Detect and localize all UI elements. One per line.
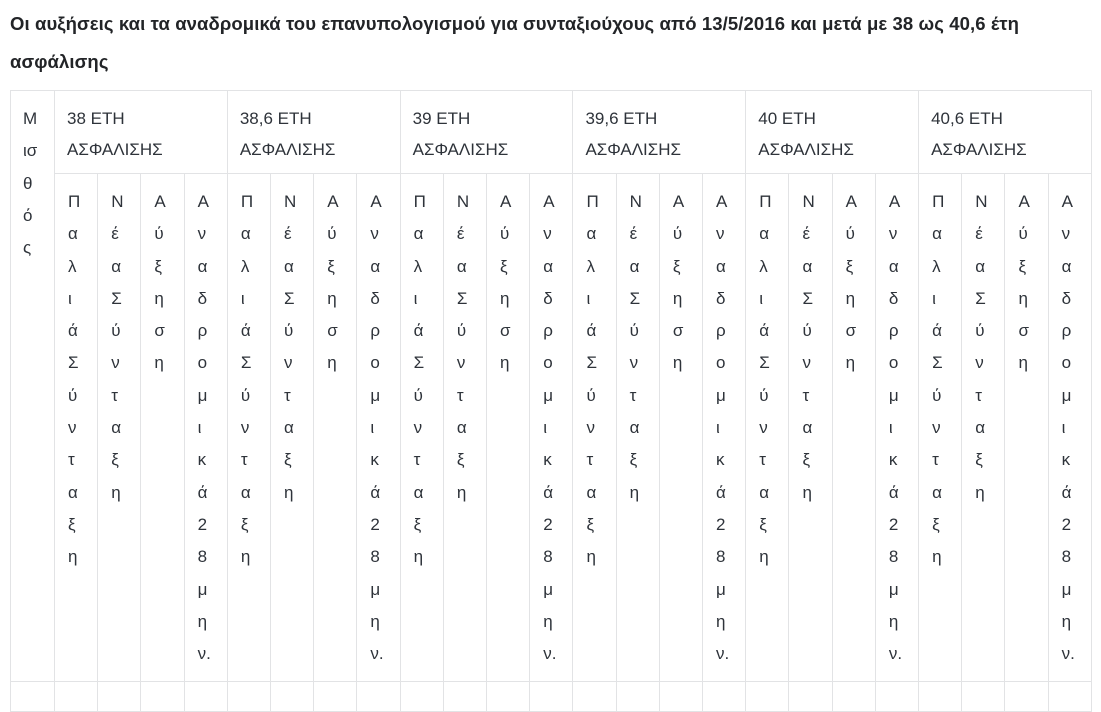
- page-title: Οι αυξήσεις και τα αναδρομικά του επανυπ…: [10, 13, 1020, 72]
- salary-column-header: Μ ισ θ ό ς: [10, 89, 55, 683]
- col-header-retroactive: Α ν α δ ρ ο μ ι κ ά 2 8 μ η ν.: [702, 172, 747, 683]
- table-cell: [356, 681, 401, 712]
- table-cell: [399, 681, 444, 712]
- col-header-old-pension: Π α λ ι ά Σ ύ ν τ α ξ η: [226, 172, 272, 683]
- col-header-old-pension: Π α λ ι ά Σ ύ ν τ α ξ η: [918, 172, 963, 683]
- table-cell: [486, 681, 531, 712]
- col-header-retroactive: Α ν α δ ρ ο μ ι κ ά 2 8 μ η ν.: [183, 172, 228, 683]
- table-cell: [226, 681, 272, 712]
- group-header-40-years: 40 ΕΤΗ ΑΣΦΑΛΙΣΗΣ: [745, 90, 920, 174]
- table-cell: [529, 681, 574, 712]
- table-cell: [270, 681, 315, 712]
- col-header-new-pension: Ν έ α Σ ύ ν τ α ξ η: [961, 172, 1006, 683]
- col-header-new-pension: Ν έ α Σ ύ ν τ α ξ η: [97, 172, 142, 683]
- clipped-data-row: [10, 681, 1093, 712]
- table-cell: [702, 681, 747, 712]
- table-cell: [918, 681, 963, 712]
- table-cell: [313, 681, 358, 712]
- col-header-increase: Α ύ ξ η σ η: [140, 172, 185, 683]
- col-header-retroactive: Α ν α δ ρ ο μ ι κ ά 2 8 μ η ν.: [874, 172, 920, 683]
- col-header-old-pension: Π α λ ι ά Σ ύ ν τ α ξ η: [53, 172, 99, 683]
- table-cell: [10, 681, 55, 712]
- group-header-39-6-years: 39,6 ΕΤΗ ΑΣΦΑΛΙΣΗΣ: [572, 90, 747, 174]
- col-header-new-pension: Ν έ α Σ ύ ν τ α ξ η: [442, 172, 488, 683]
- table-cell: [1047, 681, 1093, 712]
- table-cell: [140, 681, 185, 712]
- table-cell: [615, 681, 660, 712]
- table-cell: [183, 681, 228, 712]
- table-cell: [788, 681, 833, 712]
- table-cell: [97, 681, 142, 712]
- col-header-new-pension: Ν έ α Σ ύ ν τ α ξ η: [615, 172, 660, 683]
- col-header-increase: Α ύ ξ η σ η: [831, 172, 876, 683]
- table-cell: [961, 681, 1006, 712]
- col-header-old-pension: Π α λ ι ά Σ ύ ν τ α ξ η: [745, 172, 790, 683]
- col-header-retroactive: Α ν α δ ρ ο μ ι κ ά 2 8 μ η ν.: [529, 172, 574, 683]
- col-header-increase: Α ύ ξ η σ η: [486, 172, 531, 683]
- table-cell: [745, 681, 790, 712]
- col-header-new-pension: Ν έ α Σ ύ ν τ α ξ η: [788, 172, 833, 683]
- col-header-retroactive: Α ν α δ ρ ο μ ι κ ά 2 8 μ η ν.: [356, 172, 401, 683]
- table-cell: [442, 681, 488, 712]
- group-header-38-years: 38 ΕΤΗ ΑΣΦΑΛΙΣΗΣ: [54, 90, 228, 174]
- col-header-increase: Α ύ ξ η σ η: [313, 172, 358, 683]
- pension-table: Μ ισ θ ό ς 38 ΕΤΗ ΑΣΦΑΛΙΣΗΣ 38,6 ΕΤΗ ΑΣΦ…: [10, 89, 1093, 712]
- table-cell: [658, 681, 704, 712]
- col-header-old-pension: Π α λ ι ά Σ ύ ν τ α ξ η: [572, 172, 617, 683]
- sub-header-row: Π α λ ι ά Σ ύ ν τ α ξ η Ν έ α Σ ύ ν τ α …: [11, 172, 1093, 683]
- group-header-39-years: 39 ΕΤΗ ΑΣΦΑΛΙΣΗΣ: [399, 90, 574, 174]
- col-header-increase: Α ύ ξ η σ η: [1004, 172, 1049, 683]
- col-header-old-pension: Π α λ ι ά Σ ύ ν τ α ξ η: [399, 172, 444, 683]
- group-header-40-6-years: 40,6 ΕΤΗ ΑΣΦΑΛΙΣΗΣ: [918, 90, 1092, 174]
- table-cell: [572, 681, 617, 712]
- table-cell: [53, 681, 99, 712]
- col-header-retroactive: Α ν α δ ρ ο μ ι κ ά 2 8 μ η ν.: [1047, 172, 1093, 683]
- group-header-row: Μ ισ θ ό ς 38 ΕΤΗ ΑΣΦΑΛΙΣΗΣ 38,6 ΕΤΗ ΑΣΦ…: [10, 89, 1092, 683]
- table-cell: [1004, 681, 1049, 712]
- group-header-38-6-years: 38,6 ΕΤΗ ΑΣΦΑΛΙΣΗΣ: [226, 90, 401, 174]
- col-header-increase: Α ύ ξ η σ η: [658, 172, 704, 683]
- table-cell: [831, 681, 876, 712]
- table-cell: [874, 681, 920, 712]
- col-header-new-pension: Ν έ α Σ ύ ν τ α ξ η: [270, 172, 315, 683]
